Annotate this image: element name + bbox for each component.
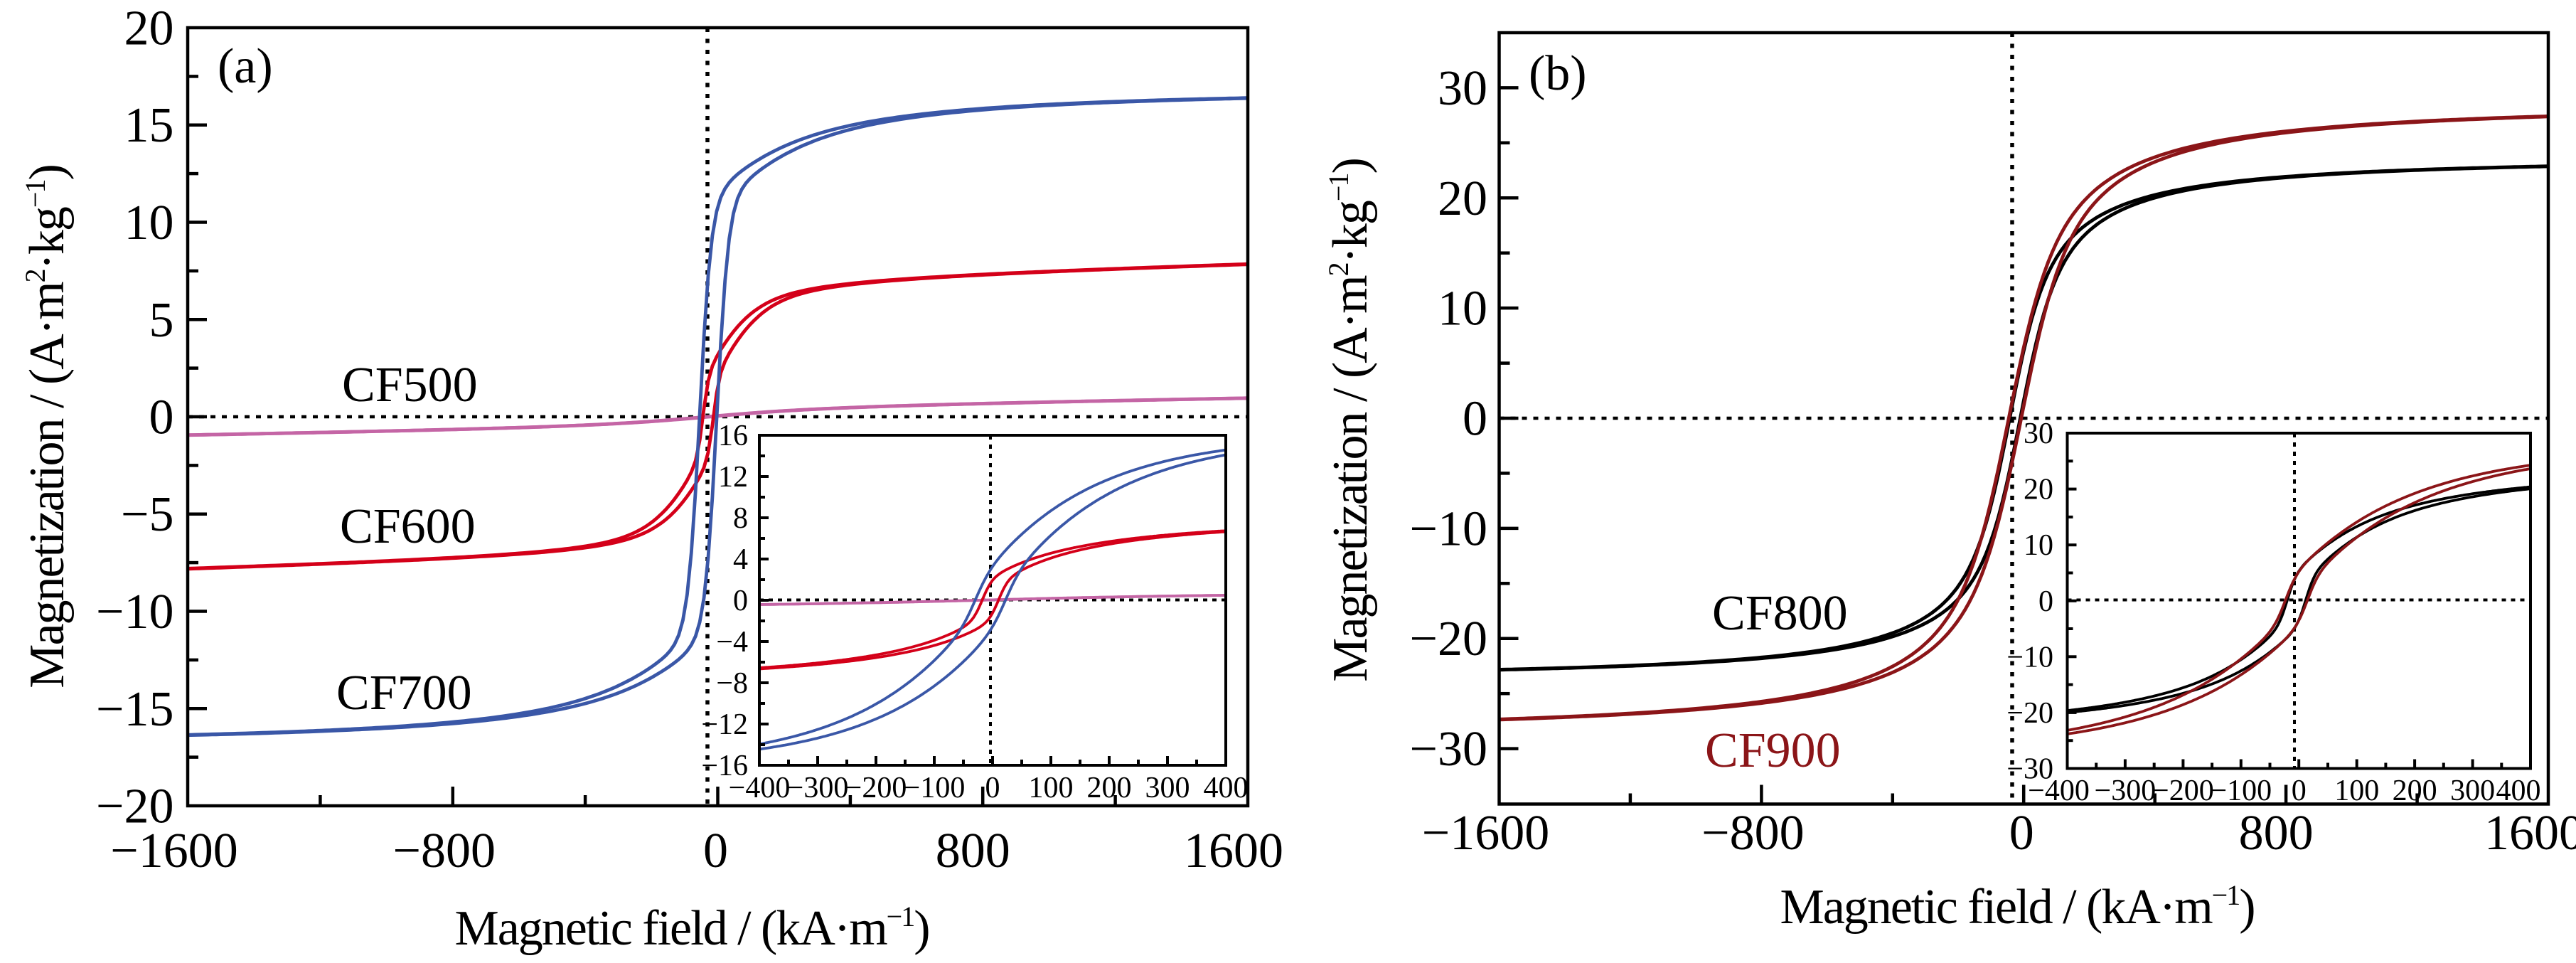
svg-text:−200: −200 (2152, 775, 2214, 807)
svg-text:4: 4 (733, 543, 748, 576)
svg-text:20: 20 (2024, 474, 2053, 506)
svg-text:CF800: CF800 (1712, 586, 1848, 641)
svg-text:−300: −300 (2095, 775, 2157, 807)
svg-text:−10: −10 (1410, 501, 1487, 556)
svg-text:−800: −800 (1701, 806, 1804, 861)
svg-text:20: 20 (124, 1, 174, 56)
svg-text:100: 100 (1029, 772, 1074, 804)
svg-text:−10: −10 (2006, 641, 2053, 674)
svg-text:−16: −16 (701, 750, 748, 782)
svg-text:CF700: CF700 (336, 666, 472, 720)
svg-text:−4: −4 (716, 626, 748, 659)
svg-text:8: 8 (733, 502, 748, 535)
svg-text:20: 20 (1438, 171, 1487, 226)
svg-text:100: 100 (2334, 775, 2379, 807)
svg-text:CF500: CF500 (342, 358, 478, 413)
svg-text:−12: −12 (701, 708, 748, 741)
svg-text:200: 200 (1087, 772, 1132, 804)
svg-text:300: 300 (2450, 775, 2495, 807)
svg-text:400: 400 (2496, 775, 2541, 807)
svg-text:0: 0 (2292, 775, 2307, 807)
svg-text:0: 0 (703, 824, 728, 878)
svg-text:800: 800 (2239, 806, 2314, 861)
svg-text:0: 0 (985, 772, 1000, 804)
svg-text:−400: −400 (729, 772, 791, 804)
svg-text:−300: −300 (787, 772, 849, 804)
svg-text:12: 12 (718, 461, 748, 494)
svg-text:10: 10 (2024, 529, 2053, 562)
svg-text:−10: −10 (96, 585, 173, 639)
svg-text:−5: −5 (121, 487, 173, 542)
svg-text:400: 400 (1204, 772, 1249, 804)
svg-text:800: 800 (936, 824, 1010, 878)
svg-text:Magnetic field / (kA·m−1): Magnetic field / (kA·m−1) (1780, 879, 2254, 935)
svg-text:10: 10 (1438, 282, 1487, 336)
svg-text:−200: −200 (845, 772, 907, 804)
svg-text:−1600: −1600 (1422, 806, 1549, 861)
svg-text:−30: −30 (2006, 753, 2053, 786)
svg-text:(a): (a) (218, 39, 273, 94)
svg-text:−20: −20 (1410, 612, 1487, 666)
svg-text:1600: 1600 (1184, 824, 1283, 878)
svg-text:−20: −20 (96, 780, 173, 834)
svg-text:30: 30 (2024, 417, 2053, 450)
svg-text:−8: −8 (716, 667, 748, 700)
svg-text:10: 10 (124, 196, 174, 250)
svg-text:5: 5 (149, 293, 174, 348)
svg-text:−30: −30 (1410, 722, 1487, 777)
svg-text:200: 200 (2393, 775, 2437, 807)
svg-text:Magnetic field / (kA·m−1): Magnetic field / (kA·m−1) (454, 900, 929, 956)
svg-text:−100: −100 (2210, 775, 2272, 807)
svg-text:−100: −100 (904, 772, 966, 804)
svg-text:(b): (b) (1529, 46, 1587, 101)
svg-text:Magnetization / (A·m2·kg−1): Magnetization / (A·m2·kg−1) (19, 165, 75, 688)
svg-text:30: 30 (1438, 61, 1487, 116)
svg-text:−1600: −1600 (110, 824, 237, 878)
svg-text:0: 0 (2038, 585, 2053, 618)
svg-text:0: 0 (2009, 806, 2034, 861)
svg-text:300: 300 (1145, 772, 1190, 804)
svg-text:−800: −800 (393, 824, 496, 878)
svg-text:CF600: CF600 (340, 499, 476, 554)
svg-text:CF900: CF900 (1705, 723, 1841, 778)
svg-text:0: 0 (149, 390, 174, 445)
svg-text:Magnetization / (A·m2·kg−1): Magnetization / (A·m2·kg−1) (1322, 159, 1378, 682)
svg-text:−400: −400 (2028, 775, 2090, 807)
svg-text:0: 0 (733, 585, 748, 617)
svg-text:−20: −20 (2006, 697, 2053, 730)
svg-text:15: 15 (124, 98, 174, 153)
svg-text:−15: −15 (96, 682, 173, 737)
svg-text:0: 0 (1463, 392, 1487, 447)
svg-text:1600: 1600 (2484, 806, 2576, 861)
svg-text:16: 16 (718, 420, 748, 452)
